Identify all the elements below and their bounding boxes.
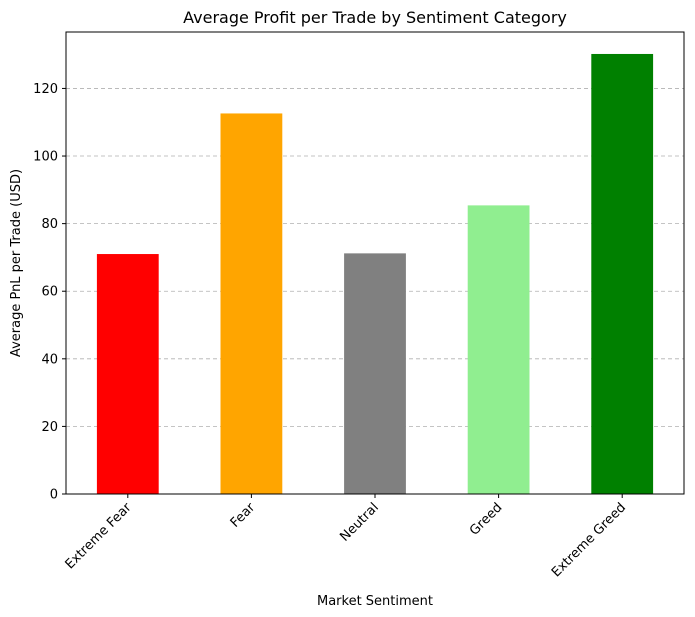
bars [96, 53, 654, 495]
x-tick-label: Extreme Greed [549, 500, 629, 580]
bar-neutral [344, 253, 406, 494]
y-tick-label: 40 [41, 352, 58, 367]
bar-greed [467, 205, 530, 494]
bar-extreme-greed [591, 53, 654, 495]
chart-title: Average Profit per Trade by Sentiment Ca… [183, 8, 567, 27]
x-axis-ticks: Extreme Fear Fear Neutral Greed Extreme Gree… [63, 494, 629, 580]
y-tick-label: 120 [33, 82, 58, 97]
x-tick-label: Fear [228, 500, 259, 531]
x-tick-label: Greed [467, 500, 505, 538]
y-axis-ticks: 0 20 40 60 80 100 120 [33, 82, 66, 503]
bar-fear [220, 113, 283, 494]
x-tick-label: Extreme Fear [63, 500, 136, 573]
bar-extreme-fear [96, 254, 159, 494]
y-axis-label: Average PnL per Trade (USD) [9, 169, 24, 357]
x-axis-label: Market Sentiment [317, 594, 433, 609]
x-tick-label: Neutral [337, 500, 382, 545]
y-tick-label: 100 [33, 150, 58, 165]
y-tick-label: 80 [41, 217, 58, 232]
y-tick-label: 0 [50, 488, 58, 503]
y-tick-label: 20 [41, 420, 58, 435]
y-tick-label: 60 [41, 285, 58, 300]
